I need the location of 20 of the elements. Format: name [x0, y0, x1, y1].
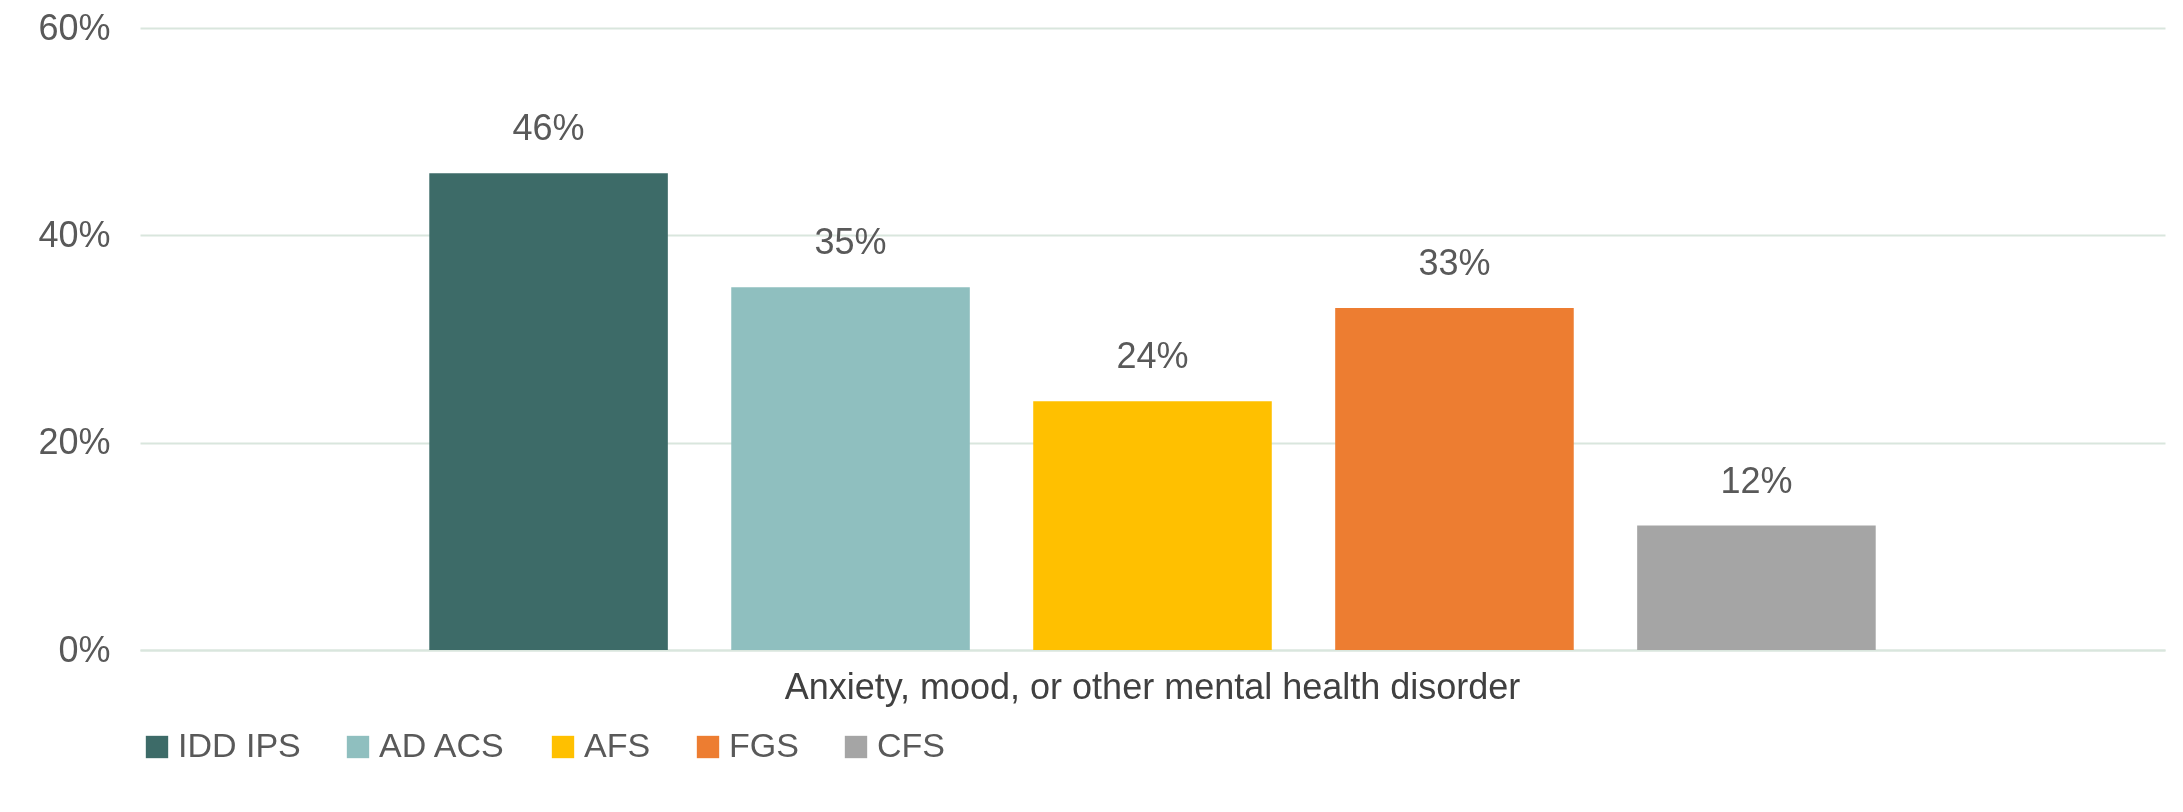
y-tick-label: 60%: [38, 6, 111, 48]
legend-label: CFS: [877, 726, 945, 764]
data-label: 33%: [1418, 241, 1491, 283]
data-label: 46%: [512, 107, 585, 149]
bar: [429, 173, 668, 650]
y-tick-label: 20%: [38, 421, 111, 463]
x-tick-label: Anxiety, mood, or other mental health disorder: [784, 665, 1521, 707]
legend-label: IDD IPS: [178, 726, 301, 764]
legend-label: AD ACS: [379, 726, 504, 764]
bar: [731, 287, 970, 650]
bar: [1637, 525, 1876, 650]
data-label: 35%: [814, 221, 887, 263]
y-tick-label: 40%: [38, 213, 111, 255]
data-label: 12%: [1720, 459, 1793, 501]
data-label: 24%: [1116, 335, 1189, 377]
legend-label: FGS: [729, 726, 799, 764]
bar: [1335, 307, 1574, 650]
y-tick-label: 0%: [58, 628, 111, 670]
legend-label: AFS: [584, 726, 651, 764]
bar: [1033, 401, 1272, 650]
